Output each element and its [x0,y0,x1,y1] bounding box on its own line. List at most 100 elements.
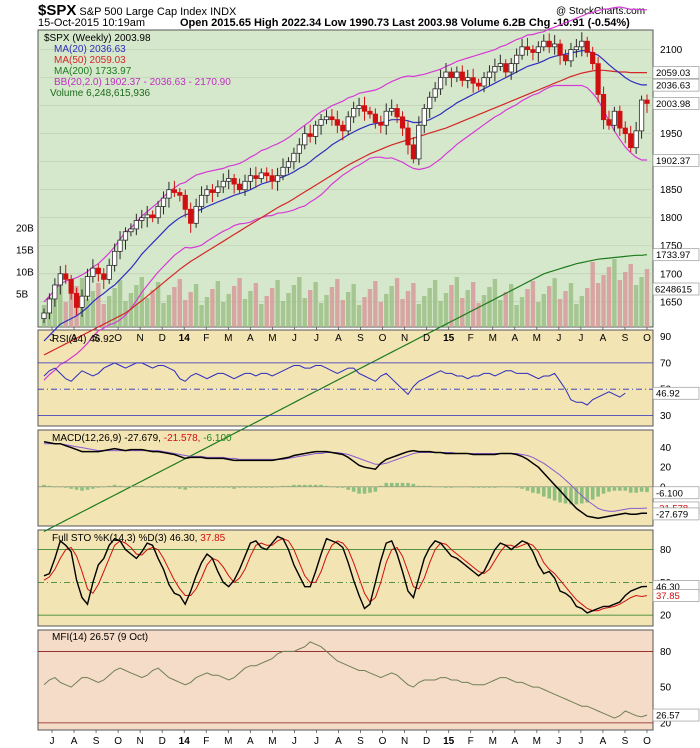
macd-histogram-bar [107,485,111,487]
quote-line: Open 2015.65 High 2022.34 Low 1990.73 La… [180,17,630,29]
macd-histogram-bar [368,486,372,493]
macd-histogram-bar [514,486,519,488]
candle-body [95,267,101,275]
candle-body [318,119,324,126]
macd-histogram-bar [536,486,541,494]
candle-body [258,172,264,179]
panel-frames [37,29,654,731]
price-value-box [652,66,700,79]
volume-bar [112,288,117,327]
macd-histogram-bar [188,486,193,488]
volume-bar [351,284,356,327]
macd-histogram-bar [194,486,198,488]
volume-bar [161,303,166,327]
candle-body [188,208,194,224]
macd-histogram-bar [335,486,340,488]
volume-bar [237,278,242,327]
macd-histogram-bar [340,486,345,488]
legend-mfi: MFI(14) 26.57 (9 Oct) [52,632,148,643]
ma50-line [43,69,647,356]
macd-histogram-bar [427,485,432,487]
copyright: @ StockCharts.com [556,6,646,17]
mfi-line [43,641,648,719]
legend-ma200: MA(200) 1733.97 [54,66,132,77]
candle-body [84,276,91,297]
price-tick: 1850 [660,185,683,196]
macd-histogram-bar [96,486,101,488]
candle-body [340,124,346,132]
x-tick-label: A [511,736,518,747]
candle-body [285,161,292,168]
candle-body [356,105,362,109]
macd-histogram-bar [270,486,274,488]
volume-bar [215,281,221,327]
volume-bar [639,277,644,327]
volume-bar [547,286,552,327]
candle-body [448,71,455,79]
macd-histogram-bar [379,485,383,487]
x-tick-label: 14 [179,333,191,344]
macd-histogram-bar [42,484,46,487]
candle-body [68,278,74,294]
candle-body [492,66,498,73]
candle-body [41,312,47,319]
candle-body [378,122,384,126]
volume-bar [221,302,226,327]
macd-histogram-bar [509,486,513,488]
macd-histogram-bar [80,486,84,491]
candle-body [209,189,216,193]
price-value-label: 2036.63 [656,81,690,92]
macd-histogram-bar [417,485,421,487]
volume-bar [117,280,123,327]
x-tick-label: N [401,333,408,344]
x-tick-label: M [268,736,276,747]
legend-macd-hist: -6.100 [203,433,232,444]
candle-body [334,119,340,126]
bb-upper-line [43,6,647,303]
macd-legend: MACD(12,26,9) -27.679, -21.578, -6.100 [52,433,232,444]
macd-histogram-bar [596,486,600,497]
candle-body [351,108,357,118]
macd-histogram-bar [292,484,296,487]
x-tick-label: M [533,333,541,344]
volume-bar [96,283,101,327]
x-tick-label: A [71,736,78,747]
volume-bar [226,294,231,327]
candle-body [399,116,406,129]
x-tick-label: J [578,736,583,747]
candle-body [410,144,417,160]
price-tick: 1650 [660,297,683,308]
candle-body [171,189,177,193]
volume-bar [291,285,297,327]
macd-histogram-bar [237,486,242,488]
mfi-value-label: 26.57 [656,711,680,722]
macd-histogram-bar [455,486,459,488]
volume-bar [324,295,329,327]
macd-histogram-bar [302,484,307,487]
index-name: S&P 500 Large Cap Index [79,6,208,18]
macd-histogram-bar [85,486,90,490]
volume-bar [307,290,313,327]
price-value-label: 2003.98 [656,99,690,110]
mfi-tick: 80 [660,647,672,658]
macd-histogram-bar [351,486,356,492]
sto-value-label: 37.85 [656,591,680,602]
volume-value-box [652,282,700,296]
sto-d-line [43,538,648,612]
legend-sto-k: Full STO %K(14,3) %D(3) 46.30, [52,533,197,544]
volume-bar [183,300,188,327]
macd-value-label: -27.679 [656,509,688,520]
volume-bar [476,303,481,327]
candle-body [595,63,601,95]
candle-body [128,228,134,233]
volume-bar [623,272,628,327]
macd-histogram-bar [471,486,475,488]
macd-histogram-bar [585,486,590,503]
x-tick-label: M [489,333,497,344]
candle-body [530,49,536,53]
macd-histogram-bar [178,486,182,489]
legend-ma20: MA(20) 2036.63 [54,44,126,55]
macd-histogram-bar [47,485,52,487]
candle-body [557,43,563,56]
macd-histogram-bar [248,486,253,488]
